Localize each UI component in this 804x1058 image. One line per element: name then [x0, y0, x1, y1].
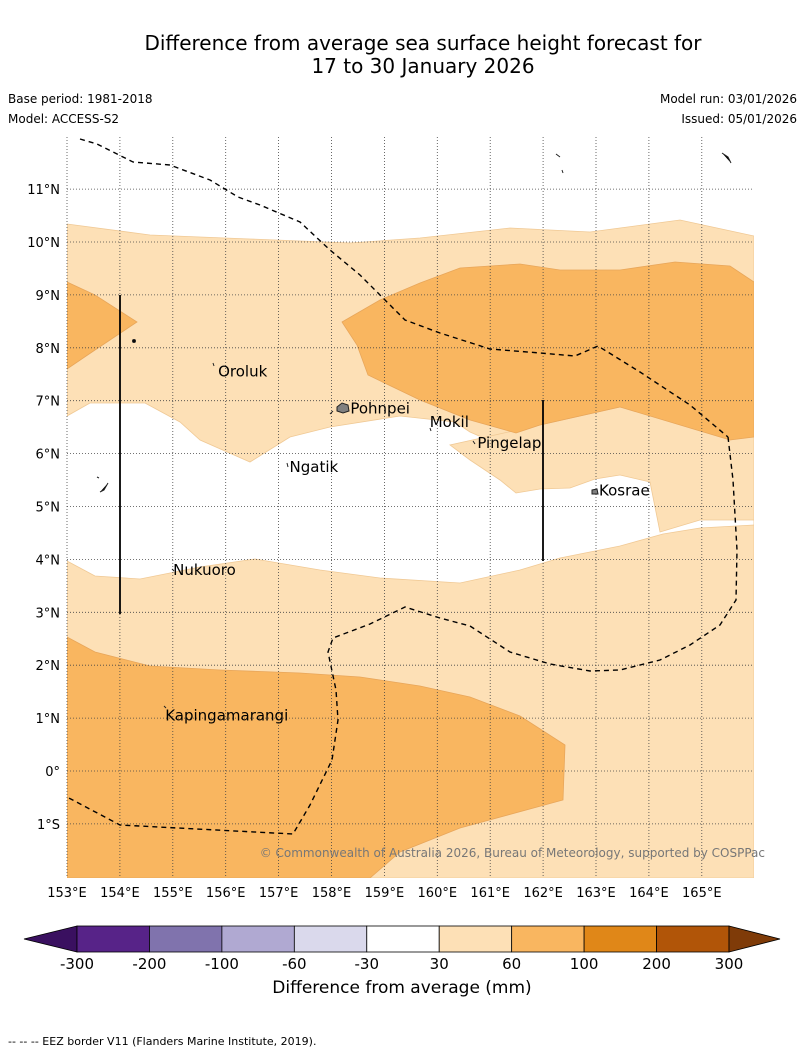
place-label: Oroluk: [218, 363, 267, 381]
copyright-text: © Commonwealth of Australia 2026, Bureau…: [260, 846, 765, 860]
longitude-tick-label: 156°E: [206, 886, 246, 901]
contour-fills: [67, 219, 754, 878]
longitude-tick-label: 157°E: [259, 886, 299, 901]
place-label: Ngatik: [290, 458, 339, 476]
contour-60-100-northeast: [341, 261, 754, 441]
page-title: Difference from average sea surface heig…: [0, 32, 804, 78]
eez-border-north: [79, 138, 729, 438]
colorbar-tick-label: 100: [570, 955, 599, 973]
latitude-tick-label: 9°N: [36, 289, 61, 304]
colorbar-extend-low: [23, 925, 78, 953]
colorbar-tick-label: 300: [715, 955, 744, 973]
pohnpei-island: [336, 402, 350, 414]
colorbar-segment: [293, 925, 368, 953]
colorbar-tick-label: -300: [60, 955, 94, 973]
place-label: Pingelap: [477, 434, 541, 452]
longitude-tick-label: 163°E: [576, 886, 616, 901]
latitude-tick-label: 4°N: [36, 553, 61, 568]
forecast-map: 153°E 154°E 155°E 156°E 157°E 158°E 159°E 160°E…: [23, 137, 781, 973]
colorbar-segment: [656, 925, 730, 953]
latitude-tick-label: 11°N: [27, 183, 60, 198]
colorbar-segment: [438, 925, 513, 953]
latitude-tick-label: 10°N: [27, 236, 60, 251]
latitude-tick-label: 8°N: [36, 342, 61, 357]
longitude-tick-label: 154°E: [100, 886, 140, 901]
colorbar-extend-high: [728, 925, 781, 953]
base-period: Base period: 1981-2018: [8, 92, 153, 106]
longitude-tick-label: 161°E: [470, 886, 510, 901]
colorbar-tick-label: 60: [502, 955, 521, 973]
model-run: Model run: 03/01/2026: [659, 92, 797, 106]
issued-date: Issued: 05/01/2026: [681, 112, 797, 126]
colorbar-tick-label: -200: [132, 955, 166, 973]
title-line-1: Difference from average sea surface heig…: [144, 31, 702, 55]
colorbar-segment: [511, 925, 585, 953]
colorbar-segment: [366, 925, 440, 953]
latitude-tick-label: 1°S: [37, 818, 60, 833]
latitude-tick-label: 6°N: [36, 448, 61, 463]
contour-60-100-northwest: [67, 281, 138, 370]
colorbar-tick-label: -30: [355, 955, 380, 973]
longitude-tick-label: 159°E: [365, 886, 405, 901]
islet: [96, 476, 109, 493]
boundary-lines: [119, 295, 544, 614]
latitude-tick-label: 1°N: [36, 712, 61, 727]
latitude-tick-label: 5°N: [36, 501, 61, 516]
islet: [163, 362, 476, 709]
islands: [96, 152, 732, 709]
colorbar-segment: [76, 925, 150, 953]
place-label: Kosrae: [599, 482, 650, 500]
eez-footnote: -- -- -- EEZ border V11 (Flanders Marine…: [8, 1035, 317, 1048]
place-labels: Oroluk Pohnpei Mokil Pingelap Ngatik Kosrae Nu…: [165, 363, 649, 725]
eez-border-east: [66, 436, 738, 835]
contour-60-100-south: [67, 636, 566, 878]
latitude-tick-label: 2°N: [36, 659, 61, 674]
colorbar: -300 -200 -100 -60 -30 30 60 100 200 300: [23, 925, 781, 973]
eez-borders: [66, 138, 738, 835]
latitude-tick-label: 0°: [45, 765, 60, 780]
colorbar-tick-label: -60: [282, 955, 307, 973]
longitude-tick-label: 155°E: [153, 886, 193, 901]
place-label: Nukuoro: [173, 561, 236, 579]
colorbar-segment: [149, 925, 223, 953]
longitude-tick-label: 160°E: [418, 886, 458, 901]
longitude-tick-label: 164°E: [629, 886, 669, 901]
latitude-tick-label: 3°N: [36, 606, 61, 621]
colorbar-tick-label: 200: [642, 955, 671, 973]
longitude-tick-label: 165°E: [682, 886, 722, 901]
longitude-tick-label: 162°E: [523, 886, 563, 901]
latitude-tick-label: 7°N: [36, 395, 61, 410]
colorbar-segment: [583, 925, 657, 953]
graticule: [66, 137, 754, 878]
longitude-labels: 153°E 154°E 155°E 156°E 157°E 158°E 159°E 160°E…: [47, 886, 721, 901]
islet: [132, 339, 136, 343]
kosrae-island: [591, 488, 599, 495]
colorbar-tick-label: 30: [430, 955, 449, 973]
latitude-labels: 11°N 10°N 9°N 8°N 7°N 6°N 5°N 4°N 3°N 2°N 1°N 0° 1°S: [27, 183, 60, 833]
place-label: Pohnpei: [350, 400, 410, 418]
model-name: Model: ACCESS-S2: [8, 112, 120, 126]
colorbar-label: Difference from average (mm): [272, 978, 532, 998]
colorbar-segment: [221, 925, 295, 953]
longitude-tick-label: 158°E: [312, 886, 352, 901]
colorbar-tick-label: -100: [205, 955, 239, 973]
longitude-tick-label: 153°E: [47, 886, 87, 901]
place-label: Kapingamarangi: [165, 706, 288, 724]
islet: [555, 152, 732, 174]
place-label: Mokil: [430, 413, 469, 431]
title-line-2: 17 to 30 January 2026: [311, 54, 535, 78]
